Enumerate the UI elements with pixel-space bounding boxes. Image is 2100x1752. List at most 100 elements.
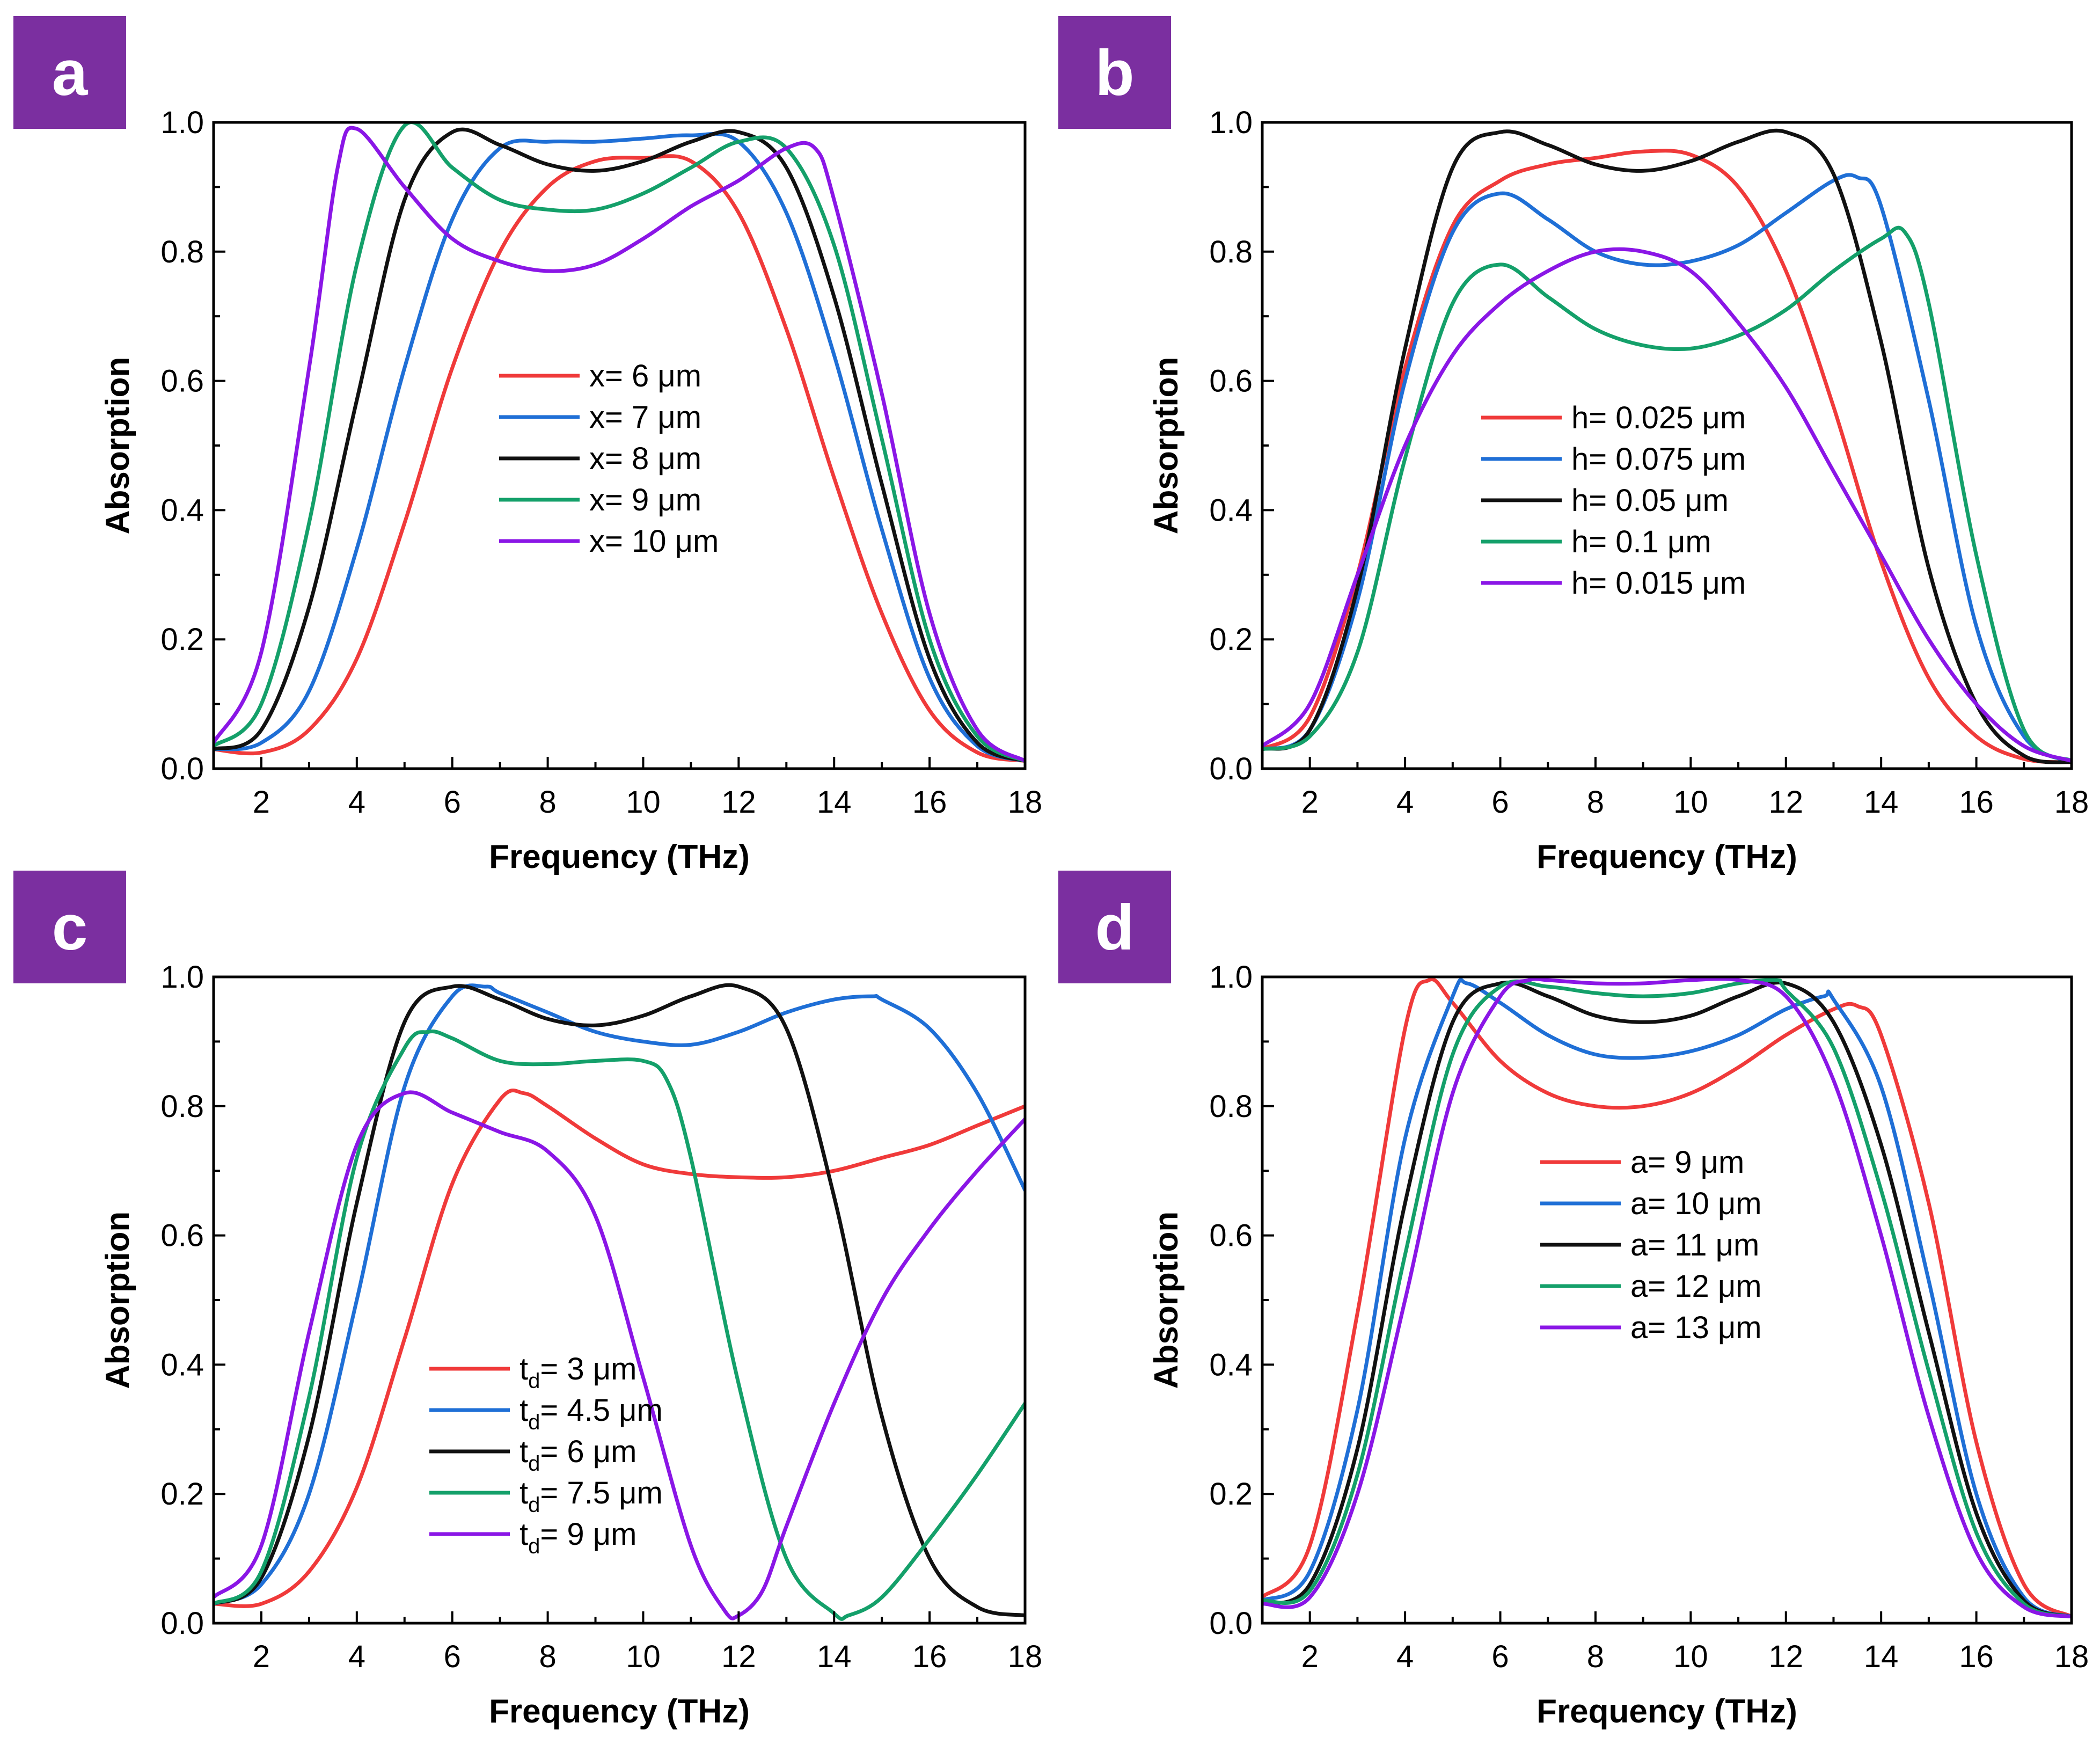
y-tick-label: 1.0 bbox=[160, 960, 204, 995]
series-line-1 bbox=[214, 154, 1025, 763]
legend-label: td= 6 μm bbox=[519, 1434, 636, 1476]
x-axis-title: Frequency (THz) bbox=[1536, 1693, 1797, 1730]
x-tick-label: 8 bbox=[1587, 1639, 1604, 1674]
x-tick-label: 16 bbox=[912, 785, 947, 820]
legend-label: x= 9 μm bbox=[589, 483, 701, 517]
legend-label: a= 9 μm bbox=[1630, 1145, 1744, 1180]
series-line-2 bbox=[214, 132, 1025, 763]
x-tick-label: 18 bbox=[2054, 1639, 2089, 1674]
legend-label: td= 9 μm bbox=[519, 1517, 636, 1558]
y-tick-label: 0.4 bbox=[160, 1347, 204, 1382]
x-tick-label: 10 bbox=[1673, 785, 1708, 820]
chart-panel-d: d 2 4 6 8 10 12 14 16 18 0.0 0.2 0.4 0.6 0.8 1.0 Frequen… bbox=[1058, 871, 2089, 1730]
x-tick-label: 10 bbox=[1673, 1639, 1708, 1674]
legend-label: h= 0.025 μm bbox=[1571, 400, 1746, 435]
x-axis-title: Frequency (THz) bbox=[1536, 838, 1797, 875]
y-tick-label: 1.0 bbox=[1209, 105, 1253, 140]
legend: a= 9 μm a= 10 μm a= 11 μm a= 12 μm a= 13 μm bbox=[1540, 1145, 1762, 1345]
panel-label: b bbox=[1095, 37, 1134, 109]
legend: h= 0.025 μm h= 0.075 μm h= 0.05 μm h= 0.1 μ… bbox=[1481, 400, 1746, 601]
legend-label: x= 6 μm bbox=[589, 359, 701, 393]
y-tick-label: 0.2 bbox=[160, 1477, 204, 1512]
y-tick-label: 0.2 bbox=[160, 622, 204, 657]
y-tick-label: 0.0 bbox=[1209, 1606, 1253, 1641]
series-line-1 bbox=[214, 1089, 1025, 1608]
y-tick-label: 0.4 bbox=[1209, 1347, 1253, 1382]
y-axis-title: Absorption bbox=[99, 1211, 136, 1389]
legend-label: a= 12 μm bbox=[1630, 1269, 1762, 1304]
legend-label: x= 7 μm bbox=[589, 400, 701, 435]
series-line-1 bbox=[1262, 977, 2072, 1619]
x-axis-title: Frequency (THz) bbox=[489, 838, 750, 875]
x-tick-label: 8 bbox=[539, 785, 556, 820]
y-tick-label: 0.4 bbox=[160, 493, 204, 528]
x-tick-label: 8 bbox=[1587, 785, 1604, 820]
series-line-4 bbox=[1262, 977, 2072, 1619]
x-tick-label: 6 bbox=[444, 785, 461, 820]
series-line-3 bbox=[1262, 128, 2072, 764]
x-tick-label: 14 bbox=[1864, 785, 1899, 820]
legend-label: x= 10 μm bbox=[589, 524, 719, 559]
x-tick-label: 12 bbox=[721, 1639, 756, 1674]
legend-label: a= 11 μm bbox=[1630, 1228, 1759, 1262]
legend: x= 6 μm x= 7 μm x= 8 μm x= 9 μm x= 10 μm bbox=[499, 359, 719, 559]
legend-label: td= 7.5 μm bbox=[519, 1476, 663, 1517]
x-tick-label: 10 bbox=[626, 1639, 661, 1674]
x-tick-label: 2 bbox=[1301, 785, 1319, 820]
x-tick-label: 6 bbox=[444, 1639, 461, 1674]
series-line-3 bbox=[214, 127, 1025, 763]
y-tick-label: 0.8 bbox=[1209, 1089, 1253, 1124]
legend-label: x= 8 μm bbox=[589, 441, 701, 476]
y-tick-label: 1.0 bbox=[1209, 960, 1253, 995]
x-tick-label: 4 bbox=[1396, 1639, 1414, 1674]
y-axis-title: Absorption bbox=[1148, 357, 1185, 535]
y-tick-label: 0.6 bbox=[1209, 1218, 1253, 1253]
y-tick-label: 0.0 bbox=[1209, 751, 1253, 786]
x-tick-label: 2 bbox=[253, 785, 270, 820]
legend-label: h= 0.015 μm bbox=[1571, 566, 1746, 601]
legend-label: h= 0.05 μm bbox=[1571, 483, 1729, 518]
x-tick-label: 16 bbox=[912, 1639, 947, 1674]
series-line-4 bbox=[1262, 225, 2072, 763]
legend-label: a= 13 μm bbox=[1630, 1310, 1762, 1345]
x-tick-label: 2 bbox=[253, 1639, 270, 1674]
series-line-3 bbox=[214, 983, 1025, 1618]
x-tick-label: 14 bbox=[817, 785, 852, 820]
x-tick-label: 14 bbox=[1864, 1639, 1899, 1674]
y-tick-label: 0.0 bbox=[160, 751, 204, 786]
x-tick-label: 4 bbox=[348, 1639, 365, 1674]
series-line-2 bbox=[1262, 977, 2072, 1619]
x-tick-label: 6 bbox=[1491, 1639, 1509, 1674]
y-axis-title: Absorption bbox=[99, 357, 136, 535]
x-tick-label: 4 bbox=[348, 785, 365, 820]
panel-badge bbox=[13, 871, 126, 983]
x-tick-label: 14 bbox=[817, 1639, 852, 1674]
legend-label: td= 3 μm bbox=[519, 1352, 636, 1393]
x-tick-label: 16 bbox=[1959, 785, 1994, 820]
legend-label: td= 4.5 μm bbox=[519, 1393, 663, 1434]
panel-label: c bbox=[52, 892, 88, 963]
x-tick-label: 18 bbox=[2054, 785, 2089, 820]
series-line-5 bbox=[1262, 977, 2072, 1619]
x-tick-label: 18 bbox=[1008, 1639, 1043, 1674]
x-tick-label: 4 bbox=[1396, 785, 1414, 820]
x-tick-label: 10 bbox=[626, 785, 661, 820]
y-tick-label: 0.6 bbox=[160, 364, 204, 399]
x-tick-label: 2 bbox=[1301, 1639, 1319, 1674]
series-line-5 bbox=[1262, 247, 2072, 763]
y-tick-label: 0.6 bbox=[1209, 364, 1253, 399]
y-tick-label: 0.8 bbox=[1209, 235, 1253, 269]
legend-label: h= 0.1 μm bbox=[1571, 524, 1711, 559]
y-tick-label: 0.8 bbox=[160, 1089, 204, 1124]
panel-label: d bbox=[1095, 892, 1134, 963]
legend-label: a= 10 μm bbox=[1630, 1186, 1762, 1221]
chart-panel-a: a 2 4 6 8 10 12 14 16 18 0.0 0.2 0.4 0.6 0.8 1.0 Frequen… bbox=[13, 16, 1042, 875]
panel-badge bbox=[1058, 871, 1171, 983]
y-axis-title: Absorption bbox=[1148, 1211, 1185, 1389]
series-line-2 bbox=[1262, 173, 2072, 764]
x-tick-label: 6 bbox=[1491, 785, 1509, 820]
series-line-3 bbox=[1262, 980, 2072, 1619]
chart-panel-b: b 2 4 6 8 10 12 14 16 18 0.0 0.2 0.4 0.6 0.8 1.0 Frequen… bbox=[1058, 16, 2089, 875]
